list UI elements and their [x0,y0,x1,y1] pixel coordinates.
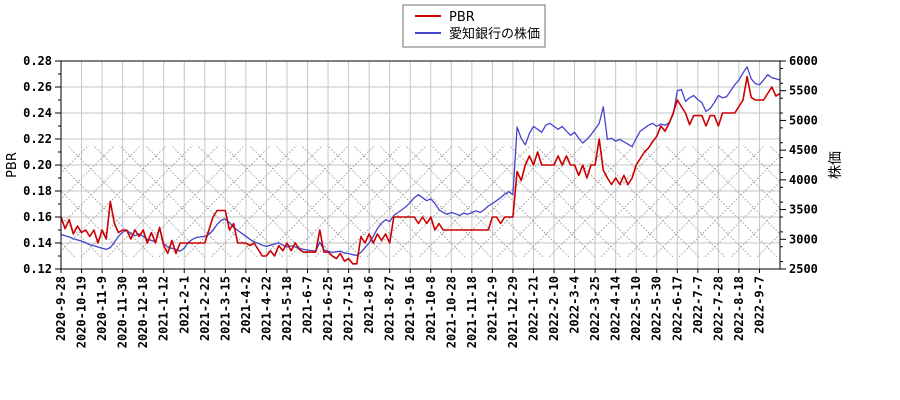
legend-label-stock: 愛知銀行の株価 [449,26,540,42]
y-left-tick-label: 0.26 [23,80,52,94]
y-left-tick-label: 0.20 [23,158,52,172]
x-tick-label: 2021-1-12 [157,276,171,341]
x-tick-label: 2021-5-18 [280,276,294,341]
hatch-band [61,145,780,258]
y-left-tick-label: 0.28 [23,54,52,68]
x-tick-label: 2020-11-9 [95,276,109,341]
x-tick-label: 2021-10-8 [424,276,438,341]
y-right-tick-label: 5500 [789,84,818,98]
x-tick-label: 2022-9-7 [752,276,766,334]
x-tick-label: 2022-2-10 [547,276,561,341]
x-tick-label: 2021-3-15 [218,276,232,341]
y-left-tick-label: 0.12 [23,262,52,276]
x-tick-label: 2021-7-15 [342,276,356,341]
x-tick-label: 2020-10-19 [75,276,89,348]
x-tick-label: 2021-11-18 [465,276,479,348]
legend-label-pbr: PBR [449,10,475,25]
x-tick-label: 2021-12-9 [485,276,499,341]
y-left-tick-label: 0.16 [23,210,52,224]
x-tick-label: 2021-4-2 [239,276,253,334]
x-tick-label: 2021-12-29 [506,276,520,348]
y-left-tick-label: 0.14 [23,236,52,250]
y-left-tick-label: 0.18 [23,184,52,198]
x-tick-label: 2022-4-14 [609,276,623,341]
x-tick-label: 2022-7-28 [711,276,725,341]
y-right-tick-label: 6000 [789,54,818,68]
y-right-tick-label: 4000 [789,173,818,187]
x-tick-label: 2022-8-18 [732,276,746,341]
x-tick-label: 2022-5-10 [629,276,643,341]
y-right-tick-label: 3500 [789,203,818,217]
y-right-axis-title: 株価 [828,151,844,179]
x-tick-label: 2022-3-25 [588,276,602,341]
y-left-tick-label: 0.22 [23,132,52,146]
axis-ticks: 0.12 0.14 0.16 0.18 0.20 0.22 0.24 0.26 0.28 2500… [23,54,818,348]
pbr-line [60,75,781,265]
x-tick-label: 2021-2-22 [198,276,212,341]
y-right-tick-label: 4500 [789,143,818,157]
x-tick-label: 2022-1-21 [526,276,540,341]
x-tick-label: 2021-9-16 [403,276,417,341]
y-right-tick-label: 5000 [789,113,818,127]
x-tick-label: 2021-4-22 [259,276,273,341]
x-tick-label: 2022-7-7 [691,276,705,334]
y-left-axis-title: PBR [5,152,20,178]
x-tick-label: 2021-8-27 [383,276,397,341]
x-tick-label: 2020-11-30 [116,276,130,348]
x-tick-label: 2022-3-4 [568,276,582,334]
x-tick-label: 2020-9-28 [54,276,68,341]
x-tick-label: 2021-2-1 [177,276,191,334]
x-tick-label: 2020-12-18 [136,276,150,348]
y-left-tick-label: 0.24 [23,106,52,120]
x-tick-label: 2022-6-17 [670,276,684,341]
stock-price-line [60,66,781,256]
y-right-tick-label: 2500 [789,262,818,276]
x-tick-label: 2022-5-30 [650,276,664,341]
y-right-tick-label: 3000 [789,232,818,246]
x-tick-label: 2021-6-7 [301,276,315,334]
x-tick-label: 2021-10-28 [444,276,458,348]
x-tick-label: 2021-6-25 [321,276,335,341]
x-tick-label: 2021-8-6 [362,276,376,334]
